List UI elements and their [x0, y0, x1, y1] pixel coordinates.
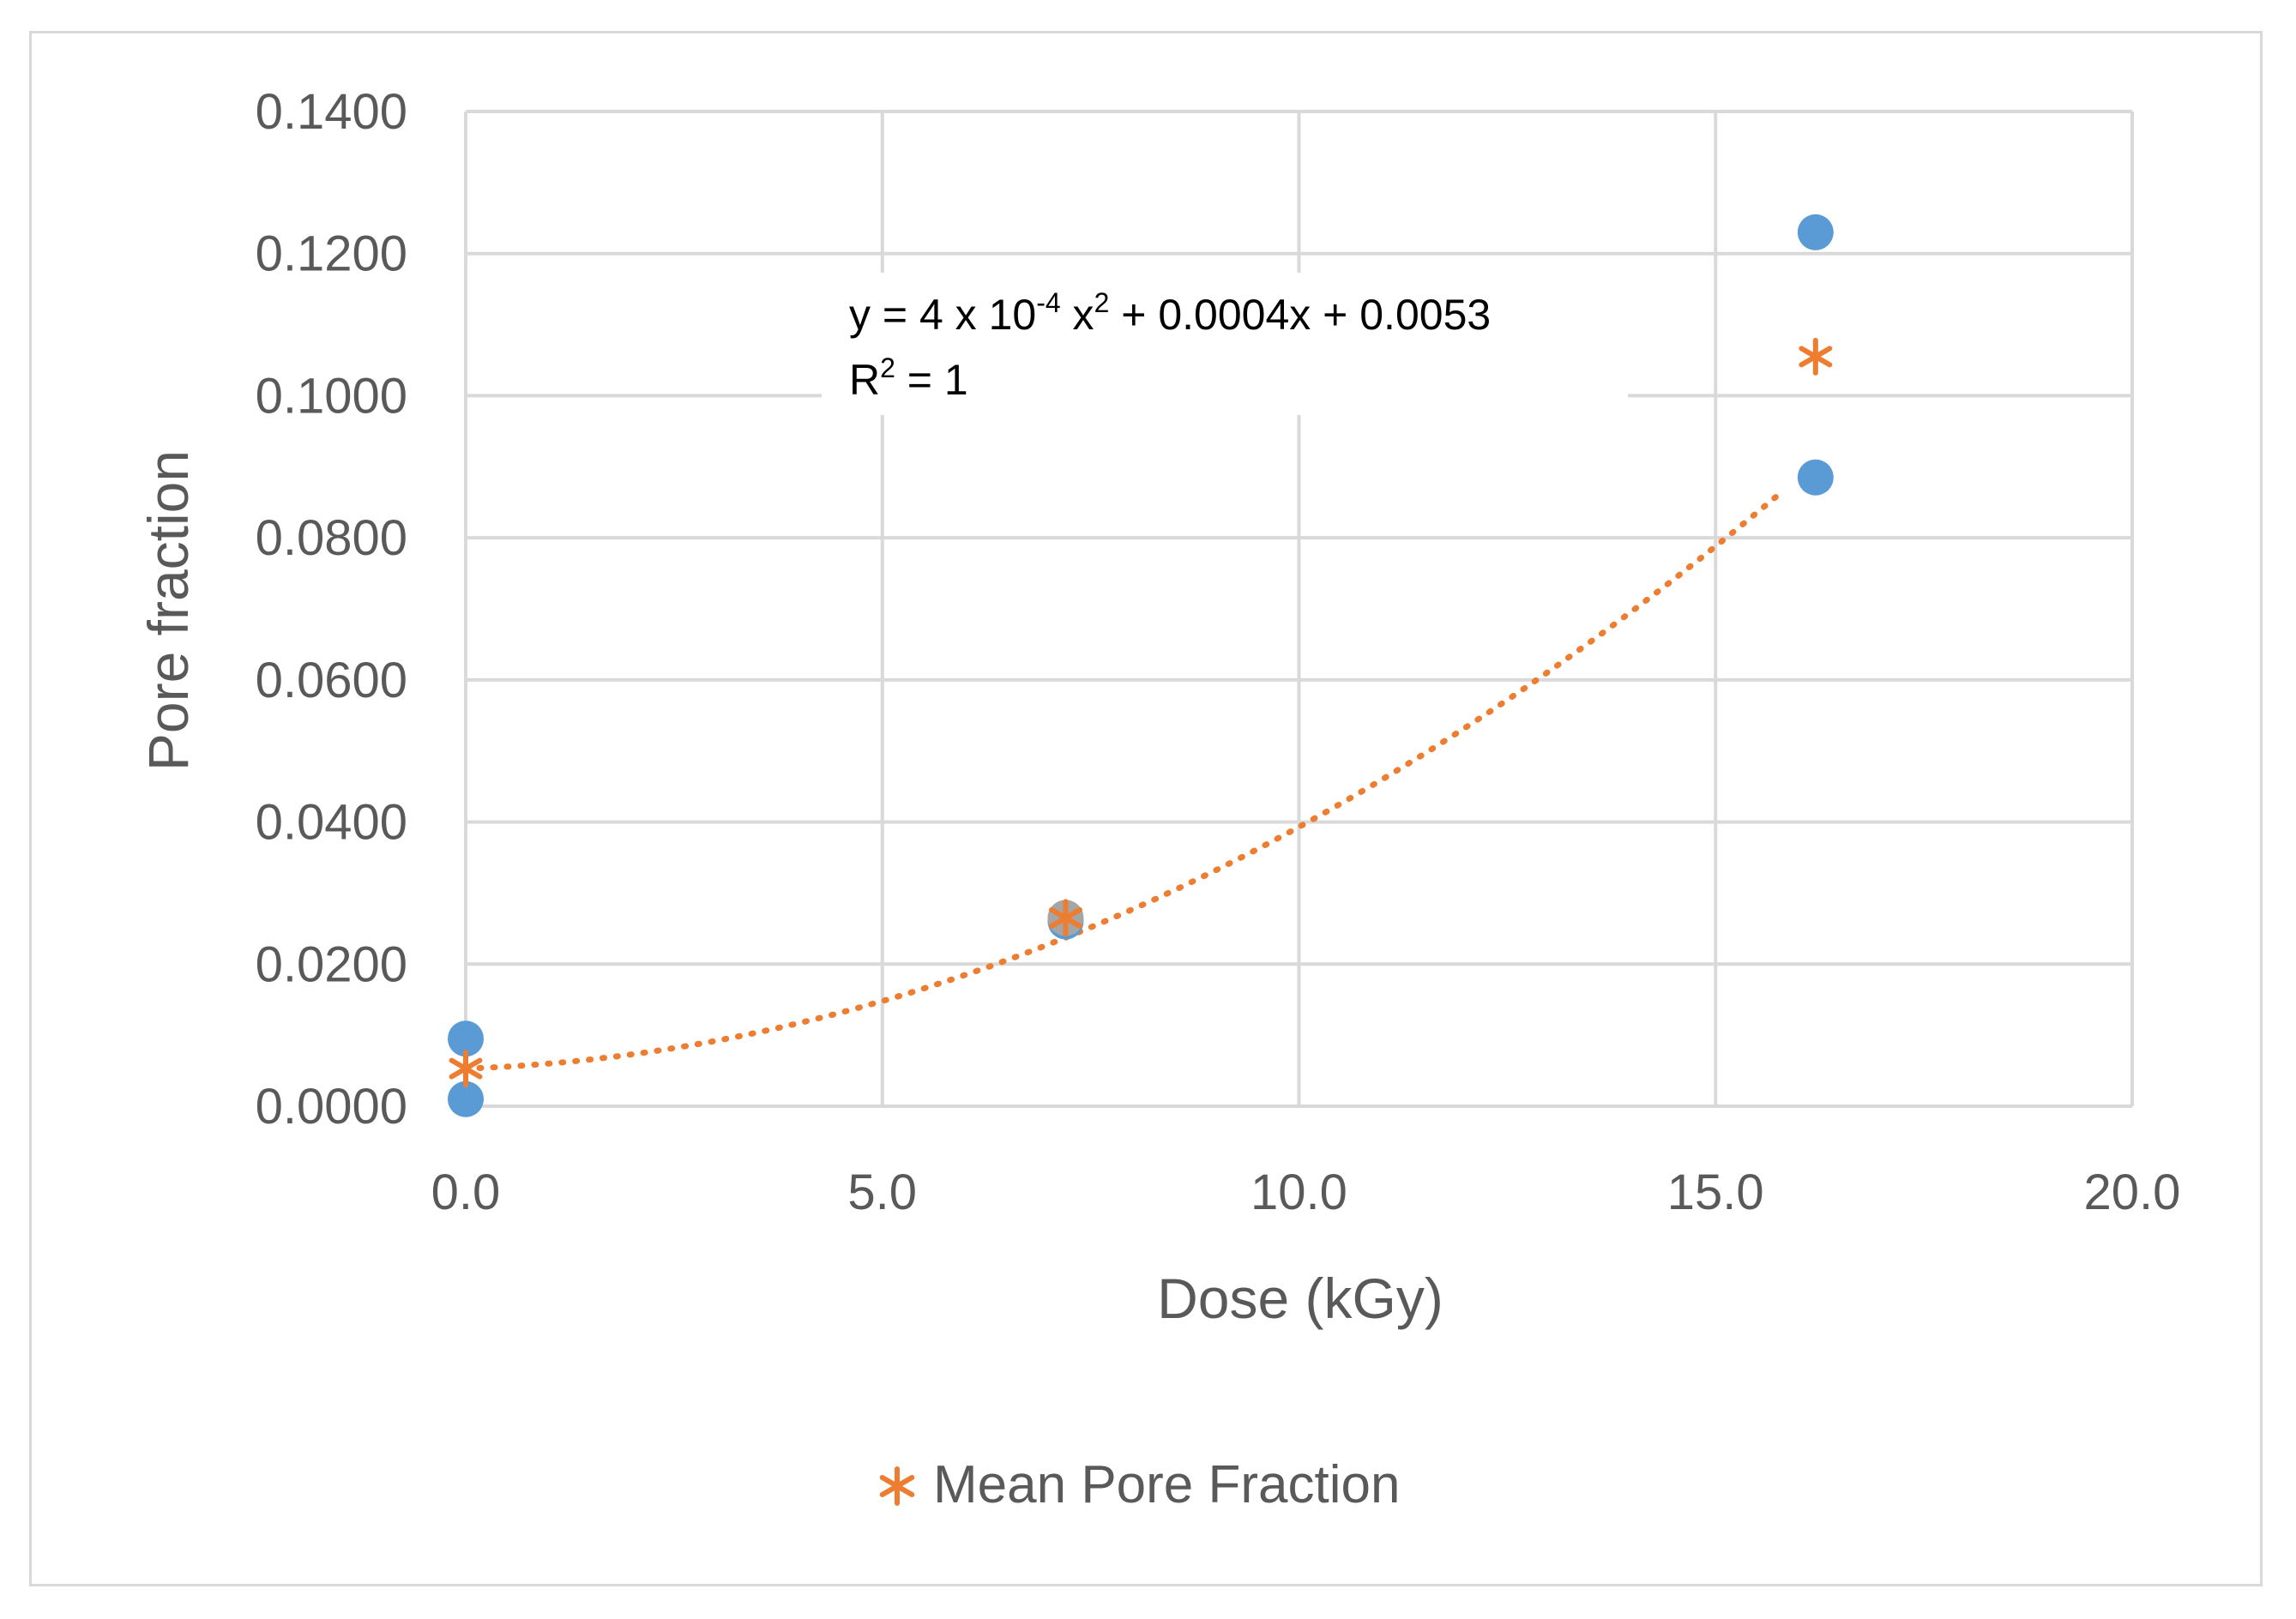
data-point-circle — [448, 1020, 484, 1057]
equation-box — [822, 273, 1628, 415]
y-tick-label: 0.0200 — [256, 936, 407, 992]
star-stroke — [879, 1475, 915, 1497]
legend-label: Mean Pore Fraction — [933, 1455, 1400, 1514]
x-axis-tick-labels: 0.0 5.0 10.0 15.0 20.0 — [431, 1165, 2181, 1220]
data-points — [448, 214, 1834, 1117]
y-tick-label: 0.0400 — [256, 795, 407, 851]
data-point-circle — [1797, 214, 1834, 250]
data-point-mean-star — [449, 1050, 483, 1088]
legend-marker-star-icon — [879, 1466, 915, 1506]
y-tick-label: 0.1200 — [256, 226, 407, 282]
y-tick-label: 0.0800 — [256, 510, 407, 566]
x-tick-label: 20.0 — [2084, 1165, 2181, 1220]
y-tick-label: 0.1000 — [256, 368, 407, 424]
x-tick-label: 15.0 — [1667, 1165, 1764, 1220]
x-tick-label: 0.0 — [431, 1165, 501, 1220]
r-squared: R2 = 1 — [849, 352, 968, 404]
data-point-circle — [448, 1080, 484, 1117]
y-axis-title: Pore fraction — [136, 450, 200, 771]
data-point-mean-star — [1049, 899, 1082, 937]
data-point-circle — [1797, 459, 1834, 496]
x-axis-title: Dose (kGy) — [1157, 1267, 1443, 1330]
legend: Mean Pore Fraction — [879, 1455, 1400, 1514]
star-stroke — [1049, 906, 1082, 929]
y-tick-label: 0.0600 — [256, 653, 407, 708]
x-tick-label: 10.0 — [1250, 1165, 1347, 1220]
star-stroke — [449, 1057, 483, 1080]
gridlines — [464, 110, 2134, 1108]
trendline-layer — [462, 488, 1786, 1072]
y-tick-label: 0.1400 — [256, 84, 407, 140]
y-axis-tick-labels: 0.0000 0.0200 0.0400 0.0600 0.0800 0.1000 0.12… — [256, 84, 407, 1135]
trendline — [462, 488, 1786, 1072]
y-tick-label: 0.0000 — [256, 1079, 407, 1135]
trendline-equation: y = 4 x 10-4 x2 + 0.0004x + 0.0053 — [849, 287, 1491, 339]
x-tick-label: 5.0 — [847, 1165, 917, 1220]
data-point-mean-star — [1799, 337, 1833, 376]
star-stroke — [1799, 346, 1833, 368]
